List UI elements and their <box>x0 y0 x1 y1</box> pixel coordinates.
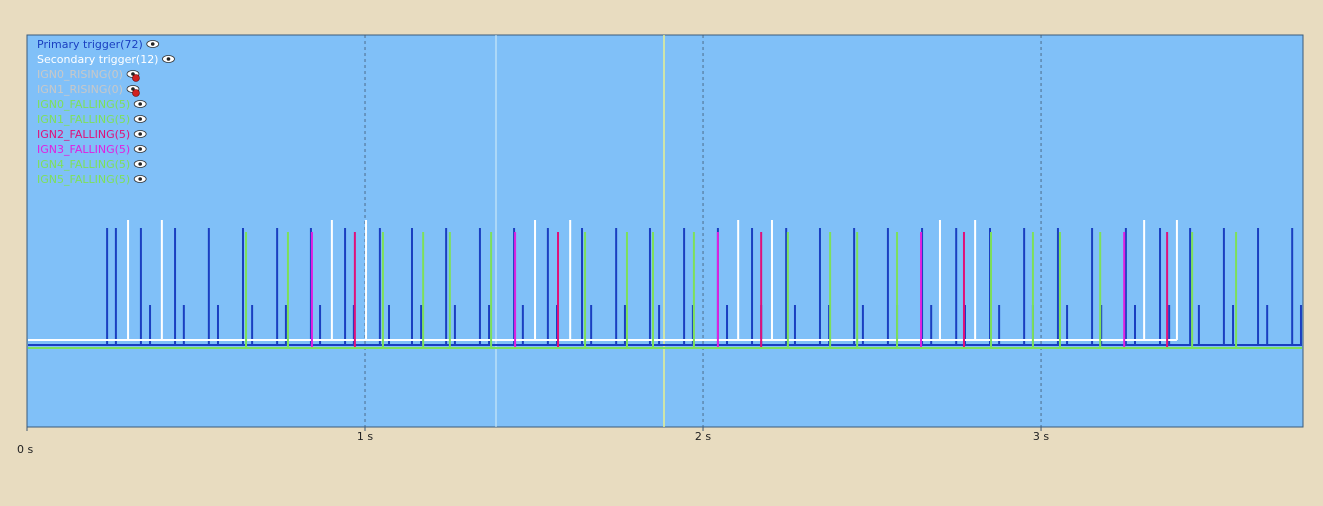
visibility-icon-pupil <box>138 162 142 166</box>
legend-entry: IGN2_FALLING(5) <box>37 128 130 141</box>
visibility-icon-pupil <box>166 57 171 61</box>
x-tick-label: 0 s <box>17 443 33 456</box>
hidden-icon <box>132 89 140 97</box>
hidden-icon <box>132 74 140 82</box>
legend-entry: IGN0_RISING(0) <box>37 68 123 81</box>
x-tick-label: 2 s <box>695 430 711 443</box>
visibility-icon-pupil <box>138 177 142 181</box>
x-tick-label: 3 s <box>1033 430 1049 443</box>
plot-area <box>26 34 1304 428</box>
visibility-icon-pupil <box>150 42 155 46</box>
legend-entry: IGN3_FALLING(5) <box>37 143 130 156</box>
x-tick-label: 1 s <box>357 430 373 443</box>
legend-entry: IGN5_FALLING(5) <box>37 173 130 186</box>
visibility-icon-pupil <box>138 102 142 106</box>
visibility-icon-pupil <box>138 132 142 136</box>
visibility-icon-pupil <box>138 117 142 121</box>
legend-entry: IGN1_FALLING(5) <box>37 113 130 126</box>
legend-entry: IGN1_RISING(0) <box>37 83 123 96</box>
visibility-icon-pupil <box>138 147 142 151</box>
legend-entry: IGN4_FALLING(5) <box>37 158 130 171</box>
legend-entry: IGN0_FALLING(5) <box>37 98 130 111</box>
legend-entry: Primary trigger(72) <box>37 38 143 51</box>
legend-entry: Secondary trigger(12) <box>37 53 158 66</box>
